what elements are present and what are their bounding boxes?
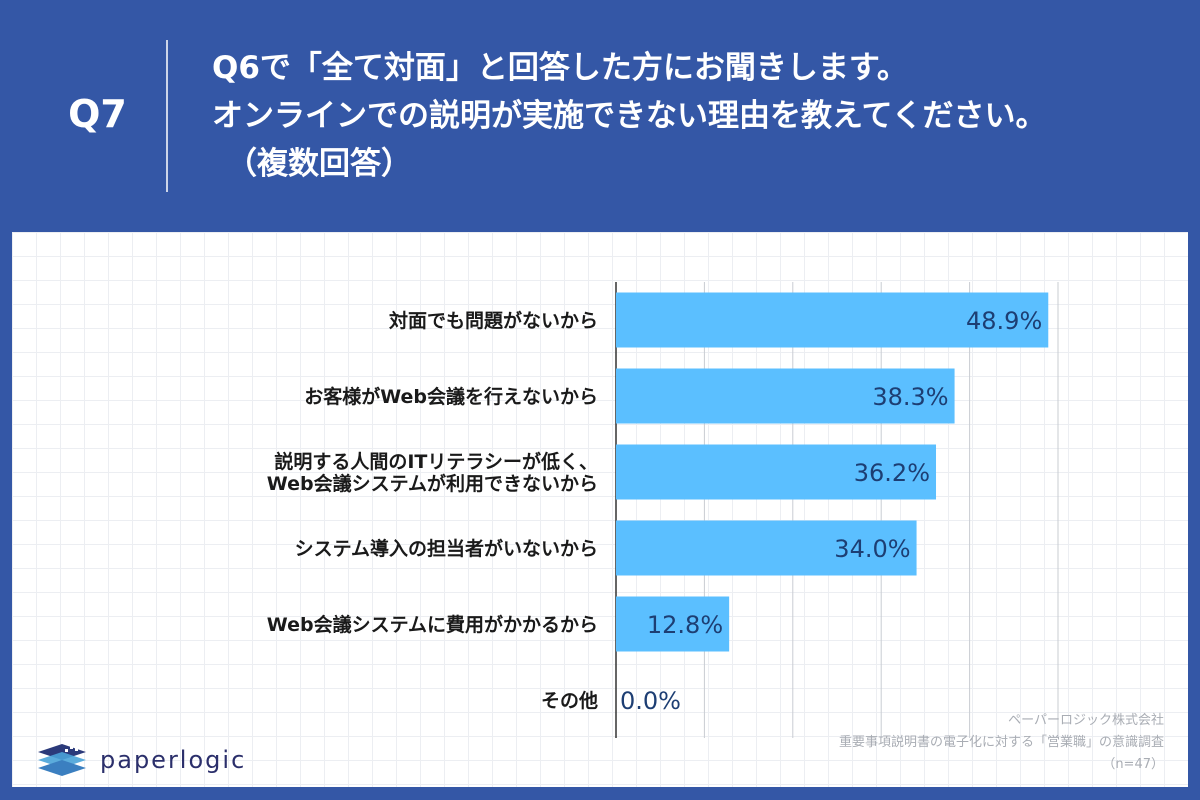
- chart-panel: 対面でも問題がないから 48.9% お客様がWeb会議を行えないから 38.3% 説明す…: [12, 232, 1188, 787]
- value-label: 12.8%: [647, 611, 723, 639]
- paperlogic-logo: paperlogic: [34, 740, 246, 780]
- bar-chart: 対面でも問題がないから 48.9% お客様がWeb会議を行えないから 38.3% 説明す…: [267, 282, 1059, 738]
- bar: [616, 368, 955, 424]
- logo-wordmark: paperlogic: [100, 746, 247, 774]
- question-line: （複数回答）: [226, 146, 412, 182]
- value-label: 38.3%: [872, 383, 948, 411]
- bar: [616, 444, 937, 500]
- question-header: Q7 Q6で「全て対面」と回答した方にお聞きします。 オンラインでの説明が実施で…: [0, 0, 1200, 232]
- category-label: 説明する人間のITリテラシーが低く、: [274, 450, 598, 473]
- category-label: その他: [541, 689, 598, 712]
- paperlogic-logo-icon: [38, 744, 86, 776]
- category-label: お客様がWeb会議を行えないから: [304, 385, 598, 408]
- category-label: システム導入の担当者がいないから: [295, 537, 598, 560]
- value-label: 0.0%: [620, 687, 681, 715]
- question-text: Q6で「全て対面」と回答した方にお聞きします。 オンラインでの説明が実施できない…: [212, 44, 1172, 188]
- source-line: 重要事項説明書の電子化に対する「営業職」の意識調査: [838, 735, 1164, 750]
- source-line: （n=47）: [1102, 757, 1164, 772]
- header-divider: [166, 40, 168, 192]
- question-number: Q7: [68, 92, 127, 136]
- bar: [616, 292, 1049, 348]
- source-note: ペーパーロジック株式会社 重要事項説明書の電子化に対する「営業職」の意識調査 （…: [664, 710, 1164, 776]
- value-label: 36.2%: [854, 459, 930, 487]
- bar: [616, 520, 917, 576]
- value-label: 48.9%: [966, 307, 1042, 335]
- bar: [616, 596, 730, 652]
- source-line: ペーパーロジック株式会社: [1008, 713, 1164, 728]
- question-line: オンラインでの説明が実施できない理由を教えてください。: [212, 98, 1047, 134]
- category-label: Web会議システムに費用がかかるから: [267, 613, 598, 636]
- category-label: 対面でも問題がないから: [388, 309, 598, 332]
- question-line: Q6で「全て対面」と回答した方にお聞きします。: [212, 50, 908, 86]
- value-label: 34.0%: [834, 535, 910, 563]
- category-label: Web会議システムが利用できないから: [267, 472, 598, 495]
